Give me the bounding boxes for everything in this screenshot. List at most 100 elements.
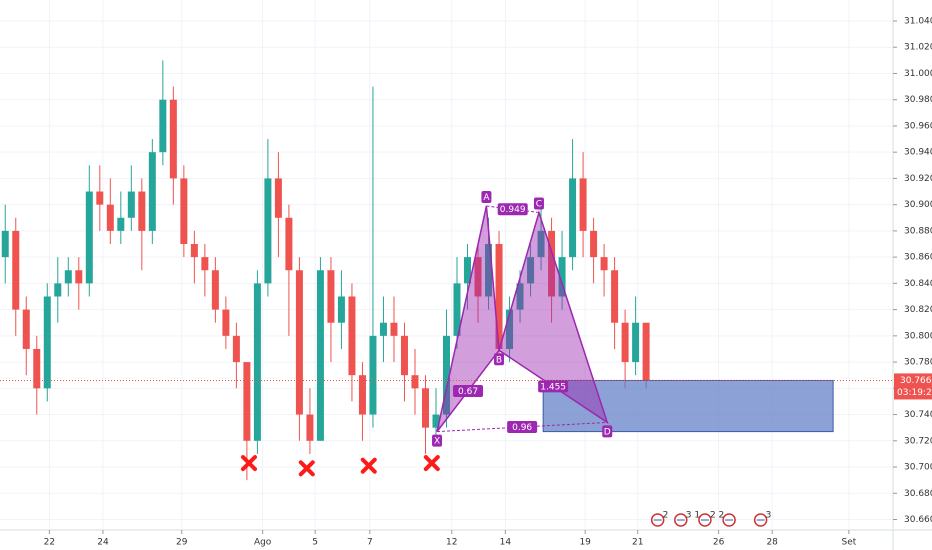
y-tick-label: 30.900 bbox=[904, 200, 932, 210]
candle-body bbox=[274, 178, 282, 218]
x-tick-label: 22 bbox=[44, 538, 55, 548]
y-tick-label: 30.720 bbox=[904, 436, 932, 446]
x-tick-label: 19 bbox=[579, 538, 591, 548]
candle-body bbox=[327, 270, 335, 323]
x-tick-label: 5 bbox=[312, 538, 318, 548]
candle-body bbox=[243, 362, 251, 441]
candle-body bbox=[400, 335, 408, 376]
candle-body bbox=[222, 309, 230, 336]
event-count: 2 bbox=[663, 511, 669, 521]
candle-body bbox=[516, 283, 524, 310]
ratio-label: 1.455 bbox=[540, 382, 566, 392]
candle-body bbox=[558, 257, 566, 297]
candle-body bbox=[390, 322, 398, 336]
x-tick-label: 7 bbox=[367, 538, 373, 548]
candle-body bbox=[453, 283, 461, 336]
point-label: C bbox=[536, 200, 542, 210]
candle-body bbox=[611, 270, 619, 323]
point-box bbox=[494, 353, 505, 366]
ratio-box bbox=[497, 203, 528, 216]
point-box bbox=[432, 434, 443, 447]
candle-body bbox=[411, 375, 419, 389]
candle-body bbox=[495, 244, 503, 349]
candle-body bbox=[358, 375, 366, 415]
candle-body bbox=[106, 204, 114, 231]
countdown-label: 03:19:25 bbox=[897, 388, 932, 398]
candle-body bbox=[232, 335, 240, 363]
cross-marker bbox=[360, 457, 377, 474]
candle-body bbox=[295, 270, 303, 415]
candle-body bbox=[348, 296, 356, 376]
y-tick-label: 30.960 bbox=[904, 121, 932, 131]
ratio-box bbox=[453, 384, 484, 397]
candle-body bbox=[264, 178, 272, 284]
candle-body bbox=[148, 152, 156, 231]
x-tick-label: Set bbox=[841, 538, 856, 548]
y-tick-label: 30.980 bbox=[904, 95, 932, 105]
y-tick-label: 30.820 bbox=[904, 305, 932, 315]
candle-body bbox=[537, 230, 545, 258]
x-tick-label: 21 bbox=[632, 538, 643, 548]
cross-marker bbox=[298, 460, 315, 477]
candle-body bbox=[85, 191, 93, 284]
candle-body bbox=[632, 322, 640, 363]
y-tick-label: 30.800 bbox=[904, 331, 932, 341]
candle-body bbox=[621, 322, 629, 363]
candle-body bbox=[96, 191, 104, 205]
last-price-box bbox=[894, 373, 932, 400]
y-tick-label: 30.940 bbox=[904, 148, 932, 158]
candle-body bbox=[306, 414, 314, 441]
x-tick-label: 29 bbox=[176, 538, 188, 548]
point-box bbox=[481, 190, 492, 203]
candle-body bbox=[64, 270, 72, 284]
point-label: D bbox=[604, 427, 611, 437]
ratio-box bbox=[507, 421, 538, 434]
event-count: 2 2 bbox=[710, 511, 724, 521]
x-tick-label: 24 bbox=[97, 538, 109, 548]
candle-body bbox=[180, 178, 188, 245]
point-box bbox=[602, 425, 613, 438]
y-tick-label: 30.860 bbox=[904, 253, 932, 263]
candle-body bbox=[117, 217, 125, 231]
candle-body bbox=[527, 257, 535, 284]
y-tick-label: 31.040 bbox=[904, 16, 932, 26]
y-tick-label: 30.780 bbox=[904, 358, 932, 368]
candle-body bbox=[190, 244, 198, 258]
candle-body bbox=[316, 270, 324, 441]
candle-body bbox=[548, 230, 556, 297]
x-tick-label: Ago bbox=[254, 538, 272, 548]
candle-body bbox=[432, 414, 440, 428]
x-tick-label: 28 bbox=[766, 538, 778, 548]
y-tick-label: 30.700 bbox=[904, 463, 932, 473]
ratio-box bbox=[538, 380, 569, 393]
cross-marker bbox=[240, 455, 257, 472]
point-label: A bbox=[483, 193, 490, 203]
y-tick-label: 30.680 bbox=[904, 489, 932, 499]
candle-body bbox=[159, 99, 167, 153]
candle-body bbox=[211, 270, 219, 310]
candle-body bbox=[337, 296, 345, 323]
x-tick-label: 12 bbox=[446, 538, 457, 548]
candle-body bbox=[642, 322, 650, 381]
ratio-label: 0.67 bbox=[458, 387, 478, 397]
candle-body bbox=[1, 230, 9, 258]
target-zone bbox=[542, 379, 834, 433]
ratio-label: 0.96 bbox=[512, 423, 532, 433]
candle-body bbox=[569, 178, 577, 258]
cross-marker bbox=[423, 455, 440, 472]
candle-body bbox=[379, 322, 387, 336]
candle-body bbox=[54, 283, 62, 297]
candle-body bbox=[12, 230, 20, 310]
candle-body bbox=[443, 335, 450, 415]
y-tick-label: 31.020 bbox=[904, 43, 932, 53]
candle-body bbox=[485, 244, 493, 297]
y-tick-label: 30.740 bbox=[904, 410, 932, 420]
y-tick-label: 30.840 bbox=[904, 279, 932, 289]
candle-body bbox=[600, 257, 608, 271]
point-label: B bbox=[496, 355, 502, 365]
candle-body bbox=[75, 270, 83, 284]
candle-body bbox=[506, 309, 514, 349]
candle-body bbox=[253, 283, 261, 441]
candle-body bbox=[138, 191, 146, 231]
candle-body bbox=[464, 257, 472, 284]
